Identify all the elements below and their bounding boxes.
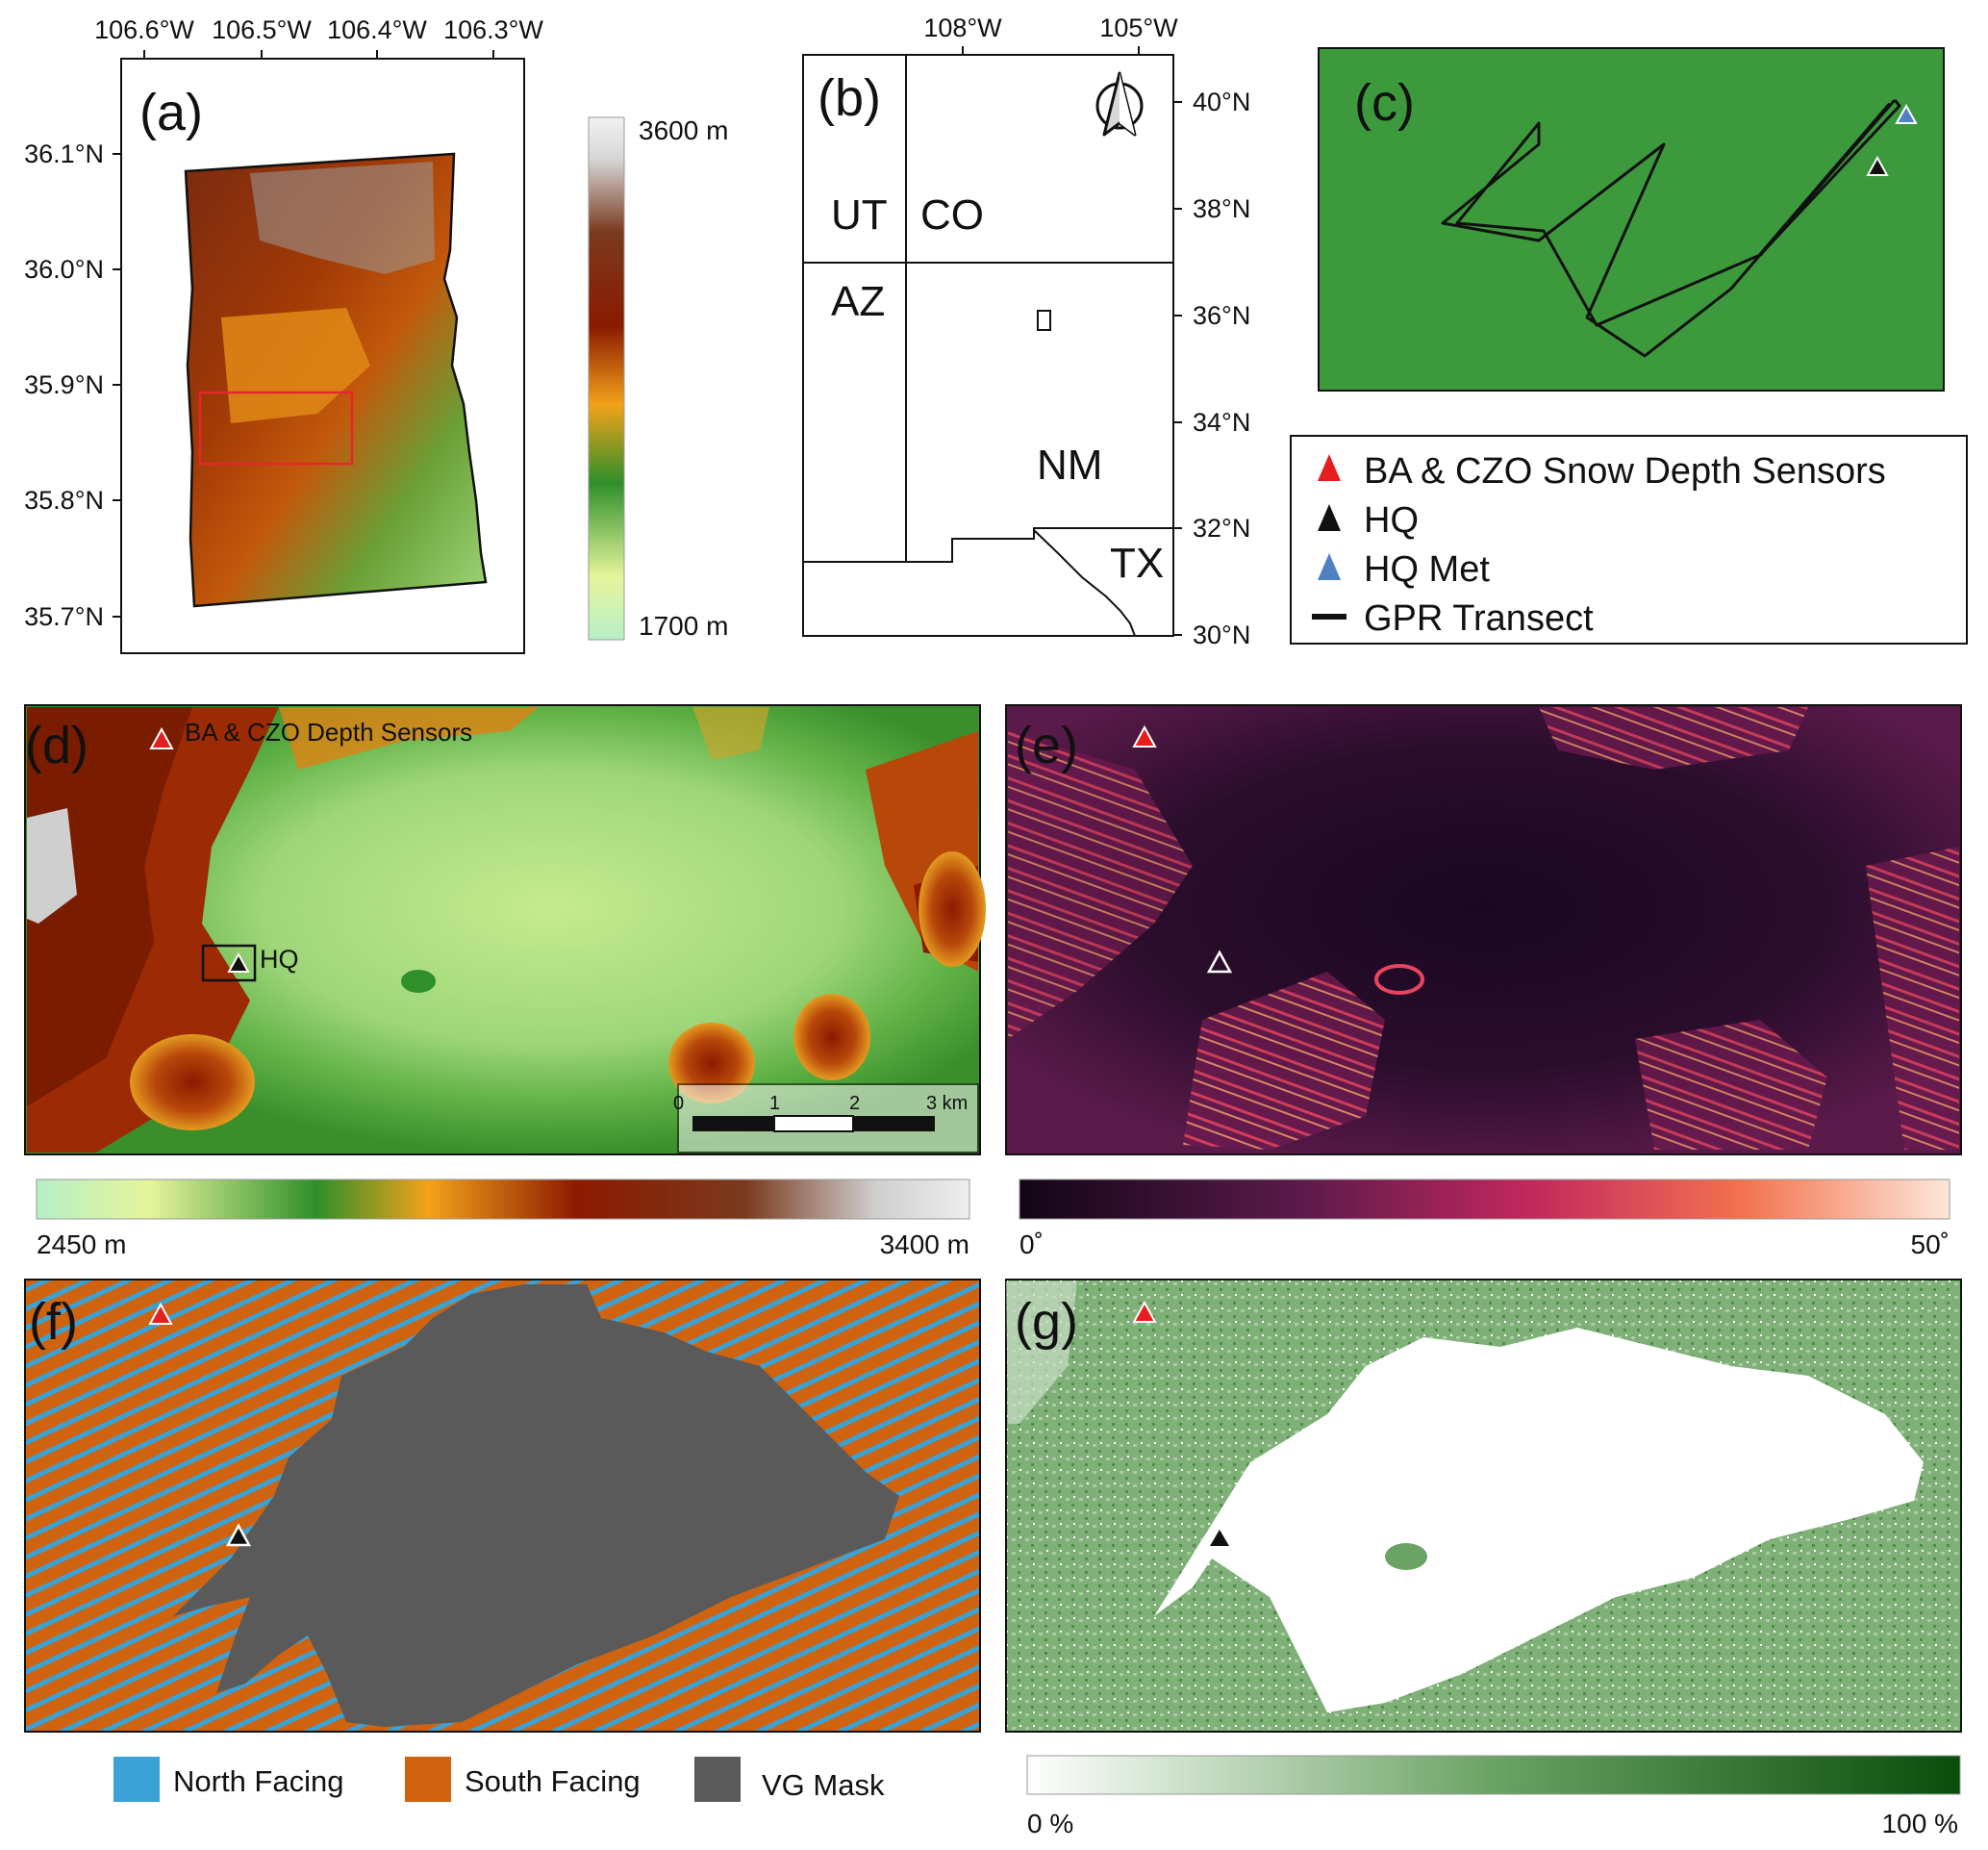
border-rio-grande <box>1033 529 1136 637</box>
lon-tick: 106.4°W <box>327 15 427 44</box>
colorbar-min-label: 0 % <box>1027 1809 1073 1838</box>
hill <box>130 1034 255 1130</box>
hill <box>793 994 870 1080</box>
vegetation-colorbar <box>1026 1755 1961 1795</box>
elevation-colorbar-d <box>36 1178 970 1220</box>
panel-a: (a) 106.6°W 106.5°W 106.4°W 106.3°W 36.1… <box>24 15 728 654</box>
elevation-colorbar-a <box>588 116 625 641</box>
legend-vg-mask: VG Mask <box>762 1768 885 1802</box>
lon-tick: 106.6°W <box>94 15 194 44</box>
hq-met-marker <box>1895 103 1918 124</box>
legend-item-label: HQ <box>1364 500 1419 541</box>
lat-tick: 35.7°N <box>24 602 104 631</box>
sensor-marker <box>1132 1300 1157 1323</box>
lon-tick: 105°W <box>1099 13 1178 42</box>
slope-colorbar <box>1019 1178 1950 1220</box>
panel-g: (g) 0 % 100 % <box>1005 1279 1962 1838</box>
colorbar-min-label: 2450 m <box>37 1229 126 1259</box>
high-elevation-area <box>250 162 435 274</box>
panel-d-label: (d) <box>25 717 88 774</box>
lat-tick: 40°N <box>1193 88 1250 116</box>
red-triangle-icon <box>1318 454 1341 481</box>
scalebar-tick: 3 km <box>926 1093 968 1114</box>
scalebar-tick: 2 <box>849 1093 860 1114</box>
legend-north-facing: North Facing <box>173 1764 343 1798</box>
lat-tick: 35.9°N <box>24 370 104 399</box>
scalebar-tick: 1 <box>769 1093 780 1114</box>
black-line-icon <box>1312 614 1346 620</box>
state-label-nm: NM <box>1037 442 1102 489</box>
state-label-ut: UT <box>831 191 888 239</box>
panel-g-label: (g) <box>1015 1293 1078 1351</box>
scalebar-segment <box>692 1116 774 1131</box>
border-nm-tx <box>803 527 1173 563</box>
lon-tick: 106.3°W <box>443 15 543 44</box>
colorbar-max-label: 3400 m <box>880 1229 969 1259</box>
panel-c-label: (c) <box>1354 74 1415 132</box>
hq-marker <box>227 951 250 973</box>
state-label-az: AZ <box>831 278 885 325</box>
black-triangle-icon <box>1318 504 1341 531</box>
colorbar-min-label: 0˚ <box>1019 1229 1044 1259</box>
panel-f-label: (f) <box>29 1293 78 1351</box>
hq-marker <box>1206 950 1233 974</box>
panel-f: (f) North Facing South Facing VG Mask <box>24 1279 981 1802</box>
state-label-tx: TX <box>1110 540 1164 587</box>
scalebar-segment <box>853 1116 935 1131</box>
scalebar-segment <box>773 1115 854 1132</box>
lat-tick: 30°N <box>1193 621 1250 649</box>
north-arrow-icon <box>1095 71 1144 137</box>
sensor-marker <box>149 726 174 749</box>
panel-b-label: (b) <box>818 69 881 127</box>
hq-label: HQ <box>260 945 299 974</box>
lon-tick: 106.5°W <box>212 15 312 44</box>
hq-marker <box>225 1523 252 1547</box>
south-facing-swatch <box>405 1757 451 1802</box>
hq-marker <box>1866 155 1889 176</box>
legend-frame <box>1290 435 1968 645</box>
legend-item-label: HQ Met <box>1364 549 1490 590</box>
lat-tick: 32°N <box>1193 514 1250 543</box>
hill <box>919 851 986 967</box>
lat-tick: 36.1°N <box>24 139 104 168</box>
study-site-marker <box>1037 310 1051 331</box>
study-area-box <box>198 391 354 466</box>
colorbar-min-label: 1700 m <box>639 611 728 641</box>
state-label-co: CO <box>920 191 984 239</box>
legend-item-label: GPR Transect <box>1364 598 1594 639</box>
legend-south-facing: South Facing <box>465 1764 641 1798</box>
colorbar-max-label: 100 % <box>1882 1809 1958 1838</box>
lat-tick: 36°N <box>1193 301 1250 330</box>
north-facing-swatch <box>113 1757 160 1802</box>
sensor-label: BA & CZO Depth Sensors <box>185 718 472 747</box>
legend: BA & CZO Snow Depth Sensors HQ HQ Met GP… <box>1290 435 1968 645</box>
hq-marker <box>1210 1530 1229 1546</box>
panel-e: (e) 0˚ 50˚ <box>1005 704 1962 1259</box>
lon-tick: 108°W <box>923 13 1002 42</box>
lat-tick: 34°N <box>1193 408 1250 437</box>
lat-tick: 35.8°N <box>24 486 104 515</box>
sensor-marker <box>148 1302 173 1325</box>
vg-mask-region <box>173 1284 899 1727</box>
panel-e-label: (e) <box>1015 717 1078 774</box>
scalebar-tick: 0 <box>673 1093 684 1114</box>
colorbar-max-label: 3600 m <box>639 115 728 145</box>
gpr-transect <box>1441 99 1901 358</box>
sensor-marker <box>1132 724 1157 748</box>
blue-triangle-icon <box>1318 553 1341 580</box>
lat-tick: 38°N <box>1193 194 1250 223</box>
colorbar-max-label: 50˚ <box>1911 1229 1950 1259</box>
panel-c: (c) <box>1318 47 1945 392</box>
panel-a-label: (a) <box>139 84 203 141</box>
panel-d: (d) BA & CZO Depth Sensors HQ 0 1 2 3 km… <box>24 704 986 1259</box>
legend-item-label: BA & CZO Snow Depth Sensors <box>1364 451 1886 492</box>
panel-b: (b) UT CO AZ NM TX 108°W 105°W 40°N 38°N… <box>802 13 1250 649</box>
unvegetated-valley <box>1154 1328 1924 1712</box>
lat-tick: 36.0°N <box>24 255 104 284</box>
hq-box <box>201 944 257 982</box>
vg-mask-swatch <box>694 1757 741 1802</box>
